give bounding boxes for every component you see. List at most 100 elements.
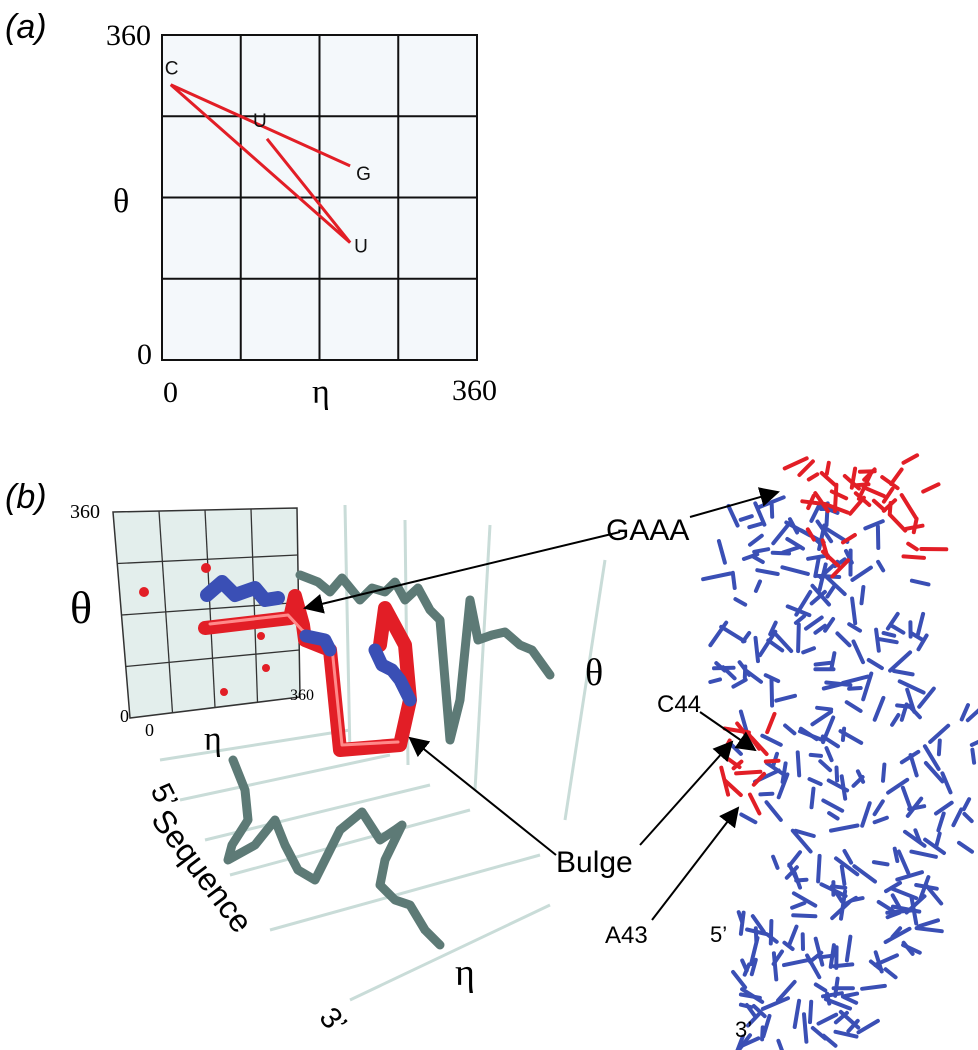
structure-bond — [740, 987, 765, 1004]
structure-bond — [765, 711, 777, 735]
panel-a-grid — [162, 35, 477, 360]
backbone-tube — [198, 575, 417, 757]
structure-bond — [730, 570, 737, 590]
structure-bond — [959, 703, 970, 722]
structure-bond — [810, 1026, 828, 1041]
structure-bond — [890, 713, 901, 727]
structure-bond — [749, 735, 769, 756]
structure-bond — [801, 646, 816, 655]
structure-bond — [809, 504, 821, 523]
inset-dot — [139, 587, 149, 597]
structure-bond — [883, 967, 898, 980]
structure-bond — [780, 565, 810, 576]
x-axis-label: η — [312, 374, 330, 411]
structure-bond — [915, 611, 926, 638]
structure-bond — [928, 723, 951, 744]
structure-bond — [787, 850, 802, 868]
structure-bond — [876, 559, 886, 573]
y-axis-top-tick: 360 — [106, 19, 151, 52]
structure-bond — [859, 585, 866, 606]
structure-bond — [744, 1003, 757, 1018]
structure-bond — [806, 472, 820, 482]
structure-bond — [918, 875, 931, 902]
structure-bond — [782, 456, 809, 471]
structure-bond — [880, 475, 900, 491]
structure-bond — [806, 553, 830, 561]
structure-bond — [861, 671, 874, 702]
theta-axis-label: θ — [585, 652, 603, 694]
structure-bond — [936, 811, 946, 833]
structure-bond — [823, 617, 836, 633]
inset-grid-line — [117, 554, 298, 565]
structure-bond — [816, 853, 822, 884]
structure-bond — [866, 658, 884, 671]
structure-bond — [747, 521, 765, 530]
structure-bond — [900, 785, 914, 813]
structure-bond — [749, 957, 758, 977]
structure-bond — [862, 467, 877, 482]
structure-bond — [753, 579, 762, 593]
structure-bond — [908, 753, 919, 778]
guide-line — [343, 504, 352, 756]
structure-bond — [834, 765, 840, 783]
structure-bond — [909, 578, 931, 587]
structure-bond — [885, 611, 900, 631]
structure-bond — [896, 849, 911, 876]
structure-five-prime: 5’ — [710, 922, 727, 947]
structure-bond — [838, 729, 864, 745]
inset-x-label: η — [204, 721, 222, 758]
structure-bond — [824, 746, 834, 763]
panel-b-label: (b) — [5, 478, 47, 516]
structure-bond — [764, 800, 783, 822]
structure-bond — [833, 889, 844, 904]
structure-bond — [808, 999, 814, 1025]
structure-bond — [805, 527, 816, 542]
structure-bond — [745, 669, 763, 684]
structure-bond — [951, 807, 964, 828]
structure-bond — [916, 918, 940, 929]
structure-bond — [888, 650, 913, 673]
structure-bond — [863, 519, 885, 531]
structure-bond — [829, 489, 849, 501]
structure-bond — [758, 791, 775, 797]
structure-bond — [819, 471, 837, 487]
structure-bond — [934, 800, 954, 816]
structure-bond — [824, 460, 831, 476]
structure-bond — [822, 501, 850, 515]
structure-bond — [728, 741, 743, 756]
structure-bond — [847, 686, 863, 691]
structure-bond — [855, 769, 866, 784]
structure-bond — [868, 959, 884, 973]
structure-bond — [773, 632, 794, 653]
inset-grid — [117, 508, 300, 714]
structure-bond — [813, 623, 827, 635]
structure-bond — [752, 547, 771, 554]
guide-line — [269, 853, 541, 932]
structure-bond — [970, 747, 977, 765]
guide-line — [563, 559, 607, 821]
structure-bond — [804, 615, 824, 631]
structure-bond — [776, 1038, 784, 1050]
structure-bond — [791, 891, 818, 908]
structure-bond — [760, 733, 783, 747]
guide-line — [159, 728, 351, 762]
arrow-gaaa-to-plot — [303, 531, 621, 614]
inset-dot — [220, 688, 228, 696]
structure-bond — [886, 777, 910, 795]
guide-line — [229, 808, 471, 877]
y-axis-label: θ — [113, 183, 129, 220]
callout-arrows — [303, 487, 780, 921]
structure-bond — [809, 589, 827, 606]
inset-right-tick: 360 — [290, 687, 314, 704]
point-label: G — [356, 164, 371, 185]
structure-bond — [884, 880, 902, 894]
structure-bond — [808, 752, 823, 758]
structure-bond — [839, 774, 848, 801]
structure-bond — [755, 568, 780, 576]
structure-bond — [844, 549, 854, 565]
structure-bond — [742, 664, 748, 680]
structure-bond — [962, 811, 974, 824]
inset-y-label: θ — [70, 582, 92, 633]
structure-bond — [761, 1013, 772, 1039]
structure-bond — [818, 759, 833, 773]
